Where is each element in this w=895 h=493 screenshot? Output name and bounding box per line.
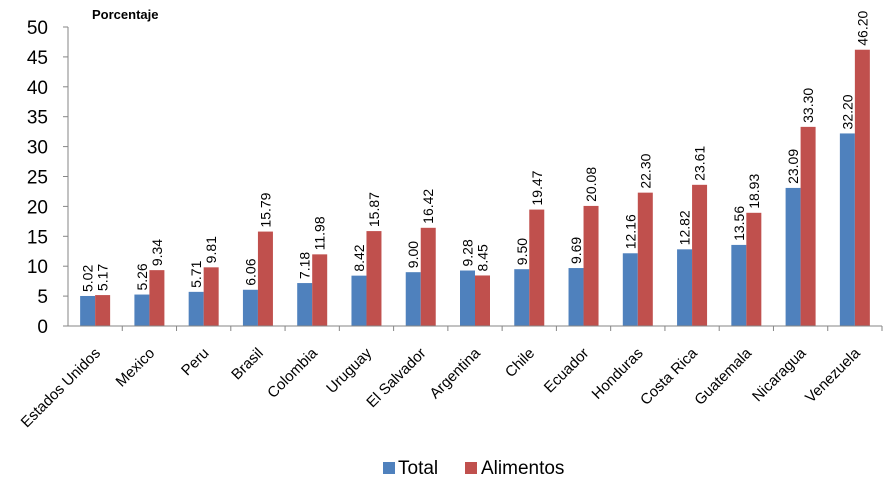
bar-alimentos-chile — [529, 209, 545, 326]
data-label-alimentos-guatemala: 18.93 — [746, 174, 762, 209]
data-label-alimentos-honduras: 22.30 — [637, 153, 653, 188]
data-label-total-argentina: 9.28 — [460, 239, 476, 266]
bar-total-costa-rica — [677, 249, 693, 326]
bar-total-estados-unidos — [80, 295, 96, 326]
x-category-chile: Chile — [502, 345, 538, 381]
y-tick-label: 35 — [27, 108, 48, 129]
data-label-alimentos-brasil: 15.79 — [257, 192, 273, 227]
bar-total-ecuador — [568, 268, 584, 326]
y-tick-label: 30 — [27, 138, 48, 159]
bar-alimentos-argentina — [475, 275, 490, 326]
data-label-total-chile: 9.50 — [514, 238, 530, 265]
data-label-alimentos-costa-rica: 23.61 — [692, 146, 708, 181]
data-label-total-nicaragua: 23.09 — [785, 149, 801, 184]
bar-alimentos-ecuador — [583, 205, 599, 326]
data-label-total-venezuela: 32.20 — [839, 94, 855, 129]
data-label-total-costa-rica: 12.82 — [677, 210, 693, 245]
bar-alimentos-estados-unidos — [95, 295, 111, 326]
bar-alimentos-el-salvador — [420, 227, 436, 326]
data-label-alimentos-peru: 9.81 — [203, 236, 219, 263]
data-label-alimentos-el-salvador: 16.42 — [420, 189, 436, 224]
data-label-alimentos-mexico: 9.34 — [149, 239, 165, 266]
bar-alimentos-mexico — [149, 270, 165, 326]
data-label-total-colombia: 7.18 — [297, 252, 313, 279]
x-category-mexico: Mexico — [113, 345, 159, 391]
bar-total-guatemala — [731, 244, 747, 326]
x-category-estados-unidos: Estados Unidos — [18, 345, 104, 431]
y-tick-label: 25 — [27, 168, 48, 189]
data-label-alimentos-ecuador: 20.08 — [583, 167, 599, 202]
bar-total-chile — [514, 269, 530, 326]
bar-total-nicaragua — [785, 187, 801, 326]
data-label-total-brasil: 6.06 — [242, 258, 258, 285]
data-label-total-guatemala: 13.56 — [731, 206, 747, 241]
bar-alimentos-venezuela — [854, 49, 870, 326]
data-label-alimentos-venezuela: 46.20 — [854, 10, 870, 45]
y-tick-label: 20 — [27, 197, 48, 218]
data-label-total-ecuador: 9.69 — [568, 237, 584, 264]
x-category-argentina: Argentina — [426, 344, 484, 402]
data-label-total-el-salvador: 9.00 — [405, 241, 421, 268]
data-label-total-honduras: 12.16 — [622, 214, 638, 249]
legend-label-total: Total — [398, 458, 438, 479]
y-tick-label: 5 — [37, 287, 48, 308]
x-category-nicaragua: Nicaragua — [749, 344, 810, 405]
x-category-honduras: Honduras — [589, 345, 647, 403]
y-tick-label: 10 — [27, 257, 48, 278]
x-category-el-salvador: El Salvador — [363, 345, 429, 411]
x-category-venezuela: Venezuela — [802, 344, 864, 406]
legend: Total Alimentos — [383, 458, 564, 479]
bar-alimentos-nicaragua — [800, 126, 816, 326]
x-category-guatemala: Guatemala — [691, 344, 755, 408]
bar-alimentos-uruguay — [366, 231, 382, 326]
bar-alimentos-guatemala — [746, 212, 762, 326]
bar-alimentos-peru — [203, 267, 219, 326]
data-label-alimentos-colombia: 11.98 — [312, 216, 328, 250]
x-category-costa-rica: Costa Rica — [637, 344, 701, 408]
x-category-ecuador: Ecuador — [541, 345, 593, 397]
bar-total-uruguay — [351, 275, 367, 326]
data-label-alimentos-chile: 19.47 — [529, 170, 545, 205]
bar-total-brasil — [242, 289, 258, 326]
legend-swatch-alimentos — [465, 462, 477, 474]
bar-alimentos-brasil — [257, 231, 273, 326]
x-category-colombia: Colombia — [264, 344, 321, 401]
legend-swatch-total — [383, 462, 395, 474]
y-axis-ticks: 0 5 10 15 20 25 30 35 40 45 50 — [27, 18, 68, 338]
data-label-alimentos-argentina: 8.45 — [475, 244, 491, 271]
legend-label-alimentos: Alimentos — [481, 458, 564, 479]
bar-total-peru — [188, 291, 204, 326]
y-tick-label: 0 — [37, 317, 48, 338]
bars — [80, 49, 870, 326]
x-category-brasil: Brasil — [228, 345, 267, 384]
y-tick-label: 45 — [27, 48, 48, 69]
bar-alimentos-colombia — [312, 254, 328, 326]
bar-total-el-salvador — [405, 272, 421, 326]
data-label-total-estados-unidos: 5.02 — [80, 265, 96, 292]
x-category-peru: Peru — [178, 345, 212, 379]
data-labels: 5.02 5.17 5.269.34 5.719.81 6.06 15.79 7.18 11.… — [80, 10, 871, 292]
data-label-alimentos-estados-unidos: 5.17 — [95, 264, 111, 291]
bar-alimentos-costa-rica — [692, 184, 708, 326]
bar-total-colombia — [297, 283, 313, 326]
data-label-alimentos-uruguay: 15.87 — [366, 192, 382, 227]
bar-total-argentina — [460, 270, 475, 326]
y-axis-label: Porcentaje — [92, 7, 158, 22]
data-label-total-uruguay: 8.42 — [351, 244, 367, 271]
y-tick-label: 15 — [27, 227, 48, 248]
y-tick-label: 40 — [27, 78, 48, 99]
data-label-alimentos-nicaragua: 33.30 — [800, 88, 816, 123]
bar-total-honduras — [622, 253, 638, 326]
data-label-total-peru: 5.71 — [188, 260, 204, 287]
bar-alimentos-honduras — [637, 192, 653, 326]
x-category-uruguay: Uruguay — [323, 344, 375, 396]
bar-total-venezuela — [839, 133, 855, 326]
data-label-total-mexico: 5.26 — [134, 263, 150, 290]
bar-total-mexico — [134, 294, 150, 326]
y-tick-label: 50 — [27, 18, 48, 39]
